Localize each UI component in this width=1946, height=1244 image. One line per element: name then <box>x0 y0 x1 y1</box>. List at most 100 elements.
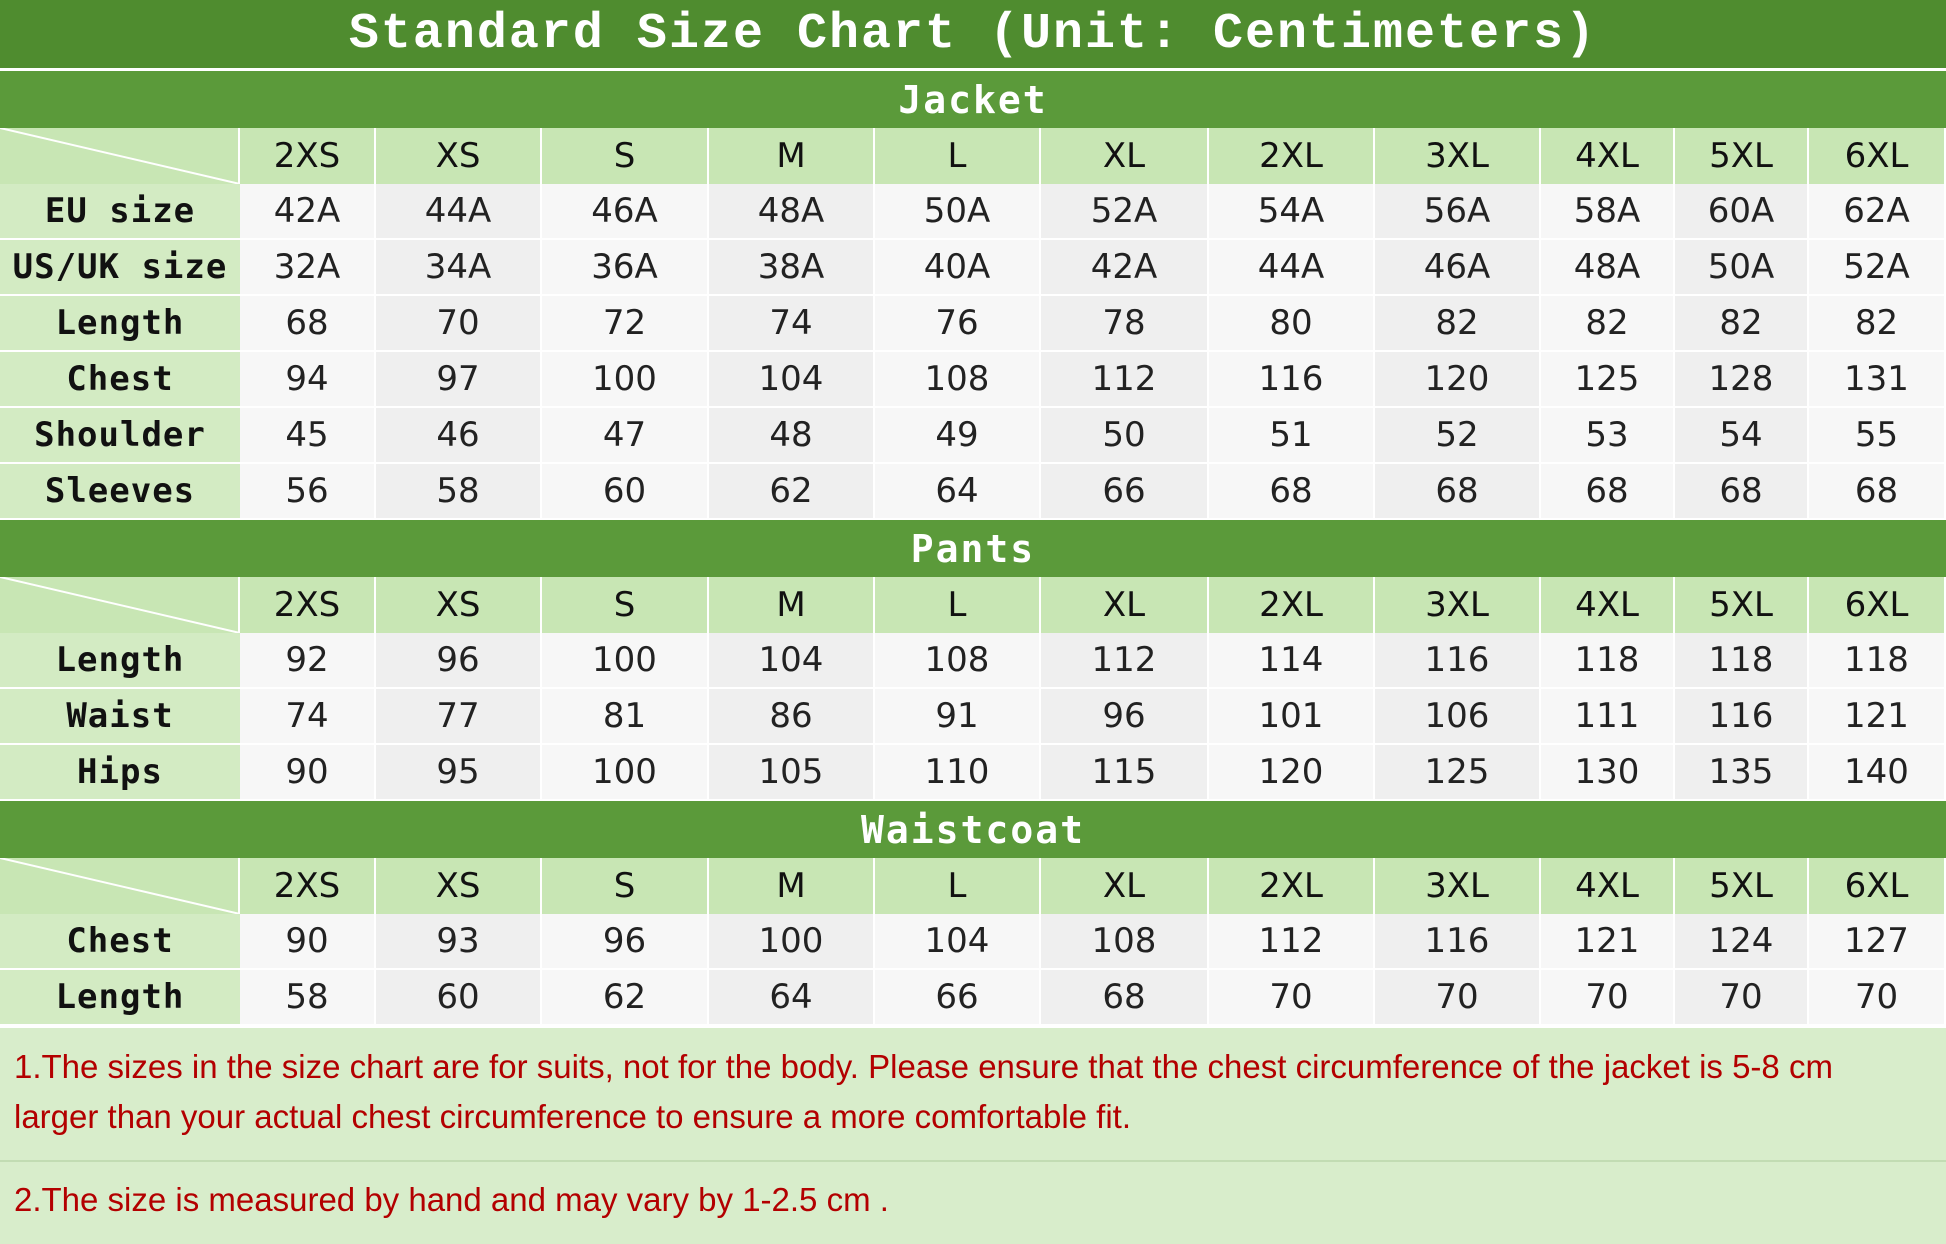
cell-value: 40A <box>875 240 1041 296</box>
cell-value: 82 <box>1675 296 1809 352</box>
cell-value: 60A <box>1675 184 1809 240</box>
cell-value: 140 <box>1809 745 1946 801</box>
cell-value: 74 <box>240 689 376 745</box>
cell-value: 55 <box>1809 408 1946 464</box>
cell-value: 101 <box>1209 689 1375 745</box>
cell-value: 42A <box>1041 240 1209 296</box>
cell-value: 68 <box>1541 464 1675 520</box>
cell-value: 62 <box>542 970 709 1026</box>
cell-value: 58 <box>240 970 376 1026</box>
cell-value: 66 <box>875 970 1041 1026</box>
cell-value: 58A <box>1541 184 1675 240</box>
row-label: EU size <box>0 184 240 240</box>
size-header: M <box>709 577 875 633</box>
size-header: 5XL <box>1675 128 1809 184</box>
notes: 1.The sizes in the size chart are for su… <box>0 1028 1946 1244</box>
row-label: US/UK size <box>0 240 240 296</box>
size-header: S <box>542 577 709 633</box>
cell-value: 64 <box>875 464 1041 520</box>
note: 2.The size is measured by hand and may v… <box>14 1181 889 1218</box>
chart-title: Standard Size Chart (Unit: Centimeters) <box>0 0 1946 71</box>
row-label: Shoulder <box>0 408 240 464</box>
cell-value: 116 <box>1375 633 1541 689</box>
cell-value: 52 <box>1375 408 1541 464</box>
cell-value: 52A <box>1041 184 1209 240</box>
cell-value: 70 <box>1809 970 1946 1026</box>
cell-value: 68 <box>1041 970 1209 1026</box>
row-label: Chest <box>0 914 240 970</box>
cell-value: 74 <box>709 296 875 352</box>
size-header: XS <box>376 128 542 184</box>
cell-value: 62A <box>1809 184 1946 240</box>
row-label: Chest <box>0 352 240 408</box>
cell-value: 36A <box>542 240 709 296</box>
size-header: L <box>875 577 1041 633</box>
cell-value: 91 <box>875 689 1041 745</box>
corner-cell <box>0 577 240 633</box>
diagonal <box>0 577 238 633</box>
size-header: S <box>542 858 709 914</box>
cell-value: 48A <box>1541 240 1675 296</box>
section-title: Pants <box>0 520 1946 577</box>
size-header: 4XL <box>1541 128 1675 184</box>
cell-value: 118 <box>1809 633 1946 689</box>
cell-value: 135 <box>1675 745 1809 801</box>
cell-value: 108 <box>875 352 1041 408</box>
cell-value: 51 <box>1209 408 1375 464</box>
cell-value: 47 <box>542 408 709 464</box>
cell-value: 131 <box>1809 352 1946 408</box>
cell-value: 72 <box>542 296 709 352</box>
section-title: Waistcoat <box>0 801 1946 858</box>
cell-value: 116 <box>1675 689 1809 745</box>
cell-value: 120 <box>1209 745 1375 801</box>
cell-value: 68 <box>1675 464 1809 520</box>
cell-value: 92 <box>240 633 376 689</box>
size-header: M <box>709 858 875 914</box>
cell-value: 32A <box>240 240 376 296</box>
cell-value: 90 <box>240 914 376 970</box>
cell-value: 95 <box>376 745 542 801</box>
cell-value: 106 <box>1375 689 1541 745</box>
row-label: Length <box>0 970 240 1026</box>
cell-value: 82 <box>1809 296 1946 352</box>
cell-value: 68 <box>1375 464 1541 520</box>
section-title: Jacket <box>0 71 1946 128</box>
cell-value: 58 <box>376 464 542 520</box>
cell-value: 53 <box>1541 408 1675 464</box>
cell-value: 104 <box>709 633 875 689</box>
cell-value: 125 <box>1375 745 1541 801</box>
cell-value: 78 <box>1041 296 1209 352</box>
row-label: Sleeves <box>0 464 240 520</box>
cell-value: 76 <box>875 296 1041 352</box>
cell-value: 111 <box>1541 689 1675 745</box>
cell-value: 64 <box>709 970 875 1026</box>
cell-value: 56A <box>1375 184 1541 240</box>
cell-value: 112 <box>1209 914 1375 970</box>
diagonal <box>0 128 238 184</box>
cell-value: 56 <box>240 464 376 520</box>
cell-value: 80 <box>1209 296 1375 352</box>
cell-value: 97 <box>376 352 542 408</box>
corner-cell <box>0 858 240 914</box>
size-header: 3XL <box>1375 577 1541 633</box>
corner-cell <box>0 128 240 184</box>
cell-value: 116 <box>1375 914 1541 970</box>
cell-value: 45 <box>240 408 376 464</box>
cell-value: 130 <box>1541 745 1675 801</box>
divider <box>0 1160 1946 1162</box>
size-header: XL <box>1041 858 1209 914</box>
cell-value: 70 <box>376 296 542 352</box>
cell-value: 54 <box>1675 408 1809 464</box>
size-header: 6XL <box>1809 577 1946 633</box>
size-header: 4XL <box>1541 577 1675 633</box>
cell-value: 70 <box>1209 970 1375 1026</box>
row-label: Hips <box>0 745 240 801</box>
row-label: Waist <box>0 689 240 745</box>
size-header: XL <box>1041 577 1209 633</box>
size-header: S <box>542 128 709 184</box>
cell-value: 125 <box>1541 352 1675 408</box>
cell-value: 86 <box>709 689 875 745</box>
cell-value: 68 <box>1809 464 1946 520</box>
cell-value: 128 <box>1675 352 1809 408</box>
